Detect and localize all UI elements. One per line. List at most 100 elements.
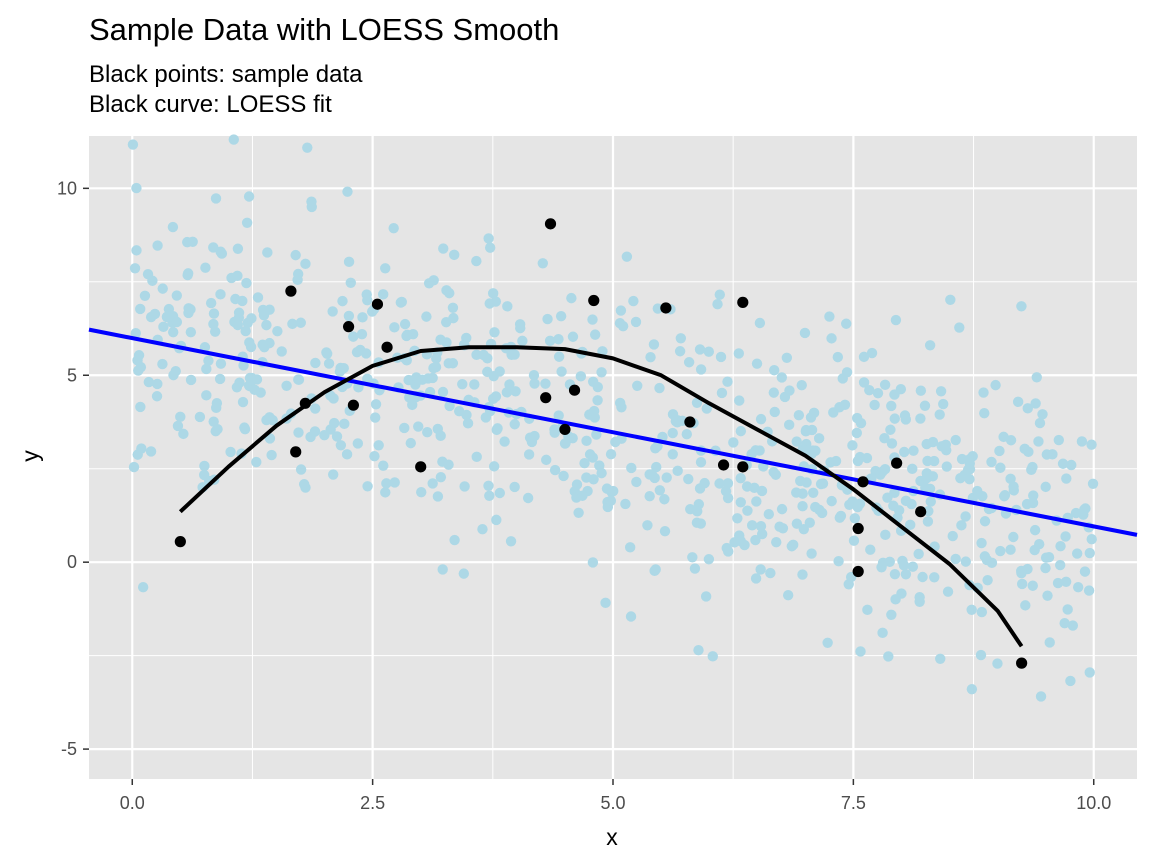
background-point <box>950 553 961 565</box>
background-point <box>478 349 489 361</box>
background-point <box>1033 436 1044 447</box>
background-point <box>714 289 725 300</box>
background-point <box>935 386 947 397</box>
background-point <box>458 568 470 579</box>
background-point <box>571 479 583 490</box>
background-point <box>380 487 391 498</box>
background-point <box>522 492 534 504</box>
background-point <box>934 409 945 420</box>
background-point <box>1057 458 1069 469</box>
background-point <box>683 357 695 368</box>
background-point <box>427 478 438 489</box>
background-point <box>1043 552 1055 563</box>
background-point <box>201 390 212 401</box>
background-point <box>707 651 718 662</box>
background-point <box>216 248 228 259</box>
background-point <box>246 313 257 324</box>
sample-point <box>290 446 302 458</box>
background-point <box>328 393 339 404</box>
background-point <box>587 557 599 568</box>
background-point <box>858 351 870 363</box>
background-point <box>553 334 564 345</box>
background-point <box>751 358 763 369</box>
background-point <box>848 535 860 546</box>
background-point <box>1078 509 1089 520</box>
background-point <box>133 350 145 361</box>
background-point <box>553 351 565 362</box>
background-point <box>755 521 767 532</box>
background-point <box>407 399 418 411</box>
background-point <box>808 487 819 499</box>
background-point <box>327 306 338 317</box>
background-point <box>252 292 264 303</box>
background-point <box>208 308 220 319</box>
background-point <box>262 247 273 258</box>
background-point <box>877 557 889 569</box>
background-point <box>822 637 833 648</box>
background-point <box>1016 578 1028 590</box>
sample-point <box>342 321 355 333</box>
background-point <box>733 348 745 359</box>
background-point <box>157 283 168 294</box>
background-point <box>295 317 306 328</box>
background-point <box>722 478 734 489</box>
background-point <box>800 424 812 436</box>
background-point <box>185 374 197 386</box>
sample-point <box>915 506 927 518</box>
background-point <box>323 358 335 369</box>
background-point <box>208 242 219 253</box>
background-point <box>834 512 845 523</box>
background-point <box>558 470 569 482</box>
background-point <box>471 255 482 267</box>
background-point <box>1037 409 1048 420</box>
background-point <box>950 434 961 446</box>
background-point <box>691 397 703 408</box>
background-point <box>964 454 975 465</box>
background-point <box>782 590 794 601</box>
y-tick-label: 0 <box>67 552 77 572</box>
background-point <box>1072 582 1084 593</box>
background-point <box>915 385 927 396</box>
background-point <box>833 556 844 567</box>
background-point <box>905 519 916 531</box>
background-point <box>605 449 617 460</box>
background-point <box>261 319 272 331</box>
background-point <box>889 413 900 424</box>
background-point <box>814 504 825 515</box>
background-point <box>920 482 931 493</box>
background-point <box>1005 544 1016 555</box>
background-point <box>716 387 728 399</box>
background-point <box>652 440 663 452</box>
background-point <box>898 560 910 571</box>
background-point <box>906 498 917 510</box>
background-point <box>694 344 706 355</box>
background-point <box>900 569 912 580</box>
background-point <box>352 438 364 449</box>
background-point <box>667 427 678 439</box>
background-point <box>509 419 520 430</box>
background-point <box>449 534 460 546</box>
background-point <box>517 335 528 347</box>
background-point <box>542 313 553 325</box>
background-point <box>882 492 893 503</box>
background-point <box>416 486 427 498</box>
background-point <box>885 424 896 435</box>
background-point <box>302 142 313 153</box>
background-point <box>886 609 897 621</box>
background-point <box>491 514 502 526</box>
background-point <box>695 456 707 468</box>
background-point <box>793 410 805 421</box>
background-point <box>919 400 931 411</box>
background-point <box>621 251 633 262</box>
background-point <box>435 471 447 483</box>
background-point <box>399 318 411 330</box>
background-point <box>683 473 694 485</box>
background-point <box>899 446 910 458</box>
background-point <box>1022 403 1033 414</box>
sample-point <box>852 522 864 535</box>
background-point <box>228 134 239 145</box>
background-point <box>129 263 141 274</box>
background-point <box>1061 473 1072 484</box>
background-point <box>644 491 655 502</box>
background-point <box>674 346 686 357</box>
